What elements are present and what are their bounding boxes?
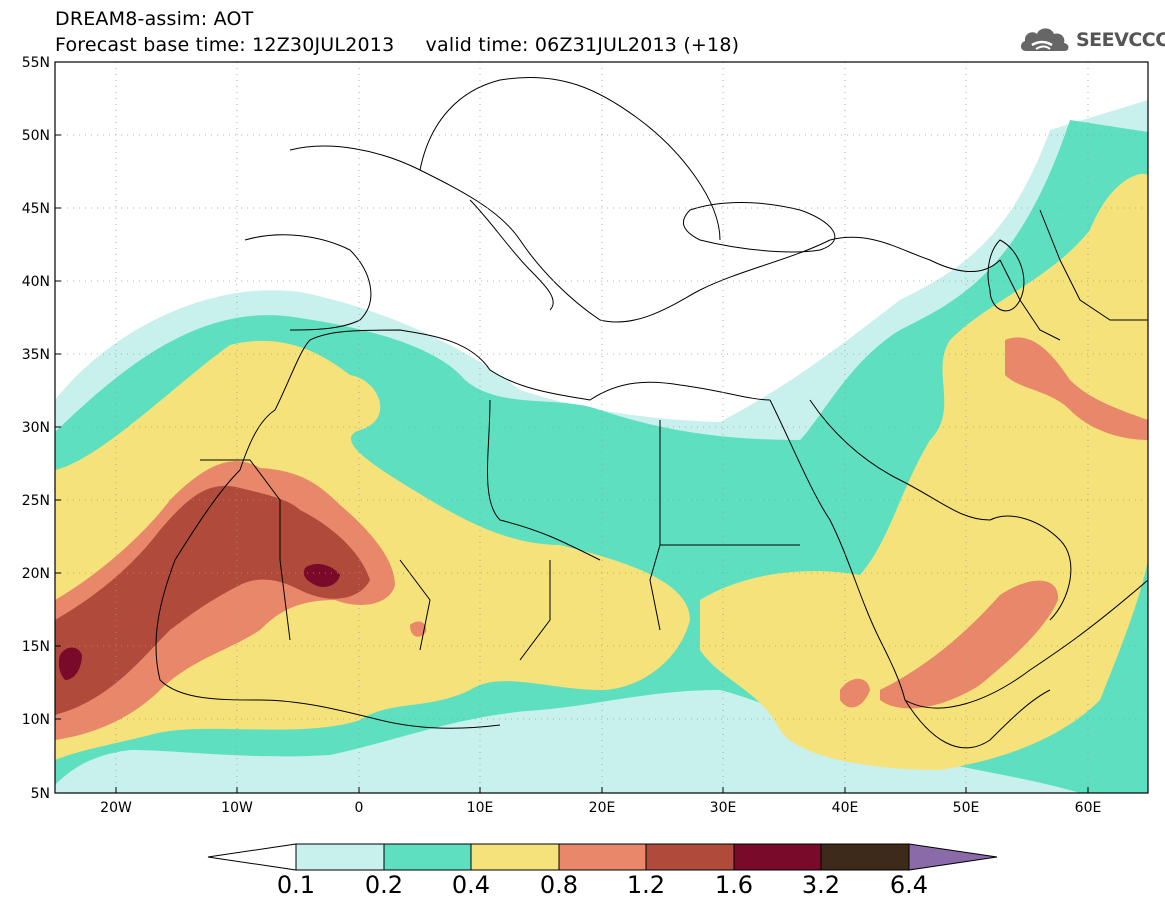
lat-label: 35N — [22, 347, 50, 363]
colorbar-label: 0.2 — [365, 871, 403, 899]
aot-shading — [55, 100, 1148, 793]
colorbar-segment — [383, 843, 472, 871]
longitude-labels: 20W 10W 0 10E 20E 30E 40E 50E 60E — [100, 800, 1101, 816]
lon-label: 0 — [355, 800, 364, 816]
lon-label: 60E — [1075, 800, 1102, 816]
colorbar-segment — [645, 843, 735, 871]
lat-label: 40N — [22, 274, 50, 290]
logo-text: SEEVCCC — [1076, 29, 1165, 51]
colorbar-segment — [470, 843, 560, 871]
colorbar: 0.1 0.2 0.4 0.8 1.2 1.6 3.2 6.4 — [207, 843, 998, 899]
colorbar-label: 1.6 — [715, 871, 753, 899]
lat-label: 15N — [22, 639, 50, 655]
cloud-logo-icon — [1020, 28, 1069, 51]
colorbar-segment — [820, 843, 910, 871]
lon-label: 50E — [953, 800, 980, 816]
graticule — [55, 62, 1148, 793]
lat-label: 20N — [22, 566, 50, 582]
colorbar-segment — [733, 843, 822, 871]
map-title: DREAM8-assim: AOT — [55, 8, 254, 30]
lat-label: 50N — [22, 128, 50, 144]
lat-label: 30N — [22, 420, 50, 436]
colorbar-label: 1.2 — [627, 871, 665, 899]
lon-label: 10E — [467, 800, 494, 816]
lon-label: 10W — [221, 800, 253, 816]
colorbar-label: 0.1 — [277, 871, 315, 899]
latitude-labels: 55N 50N 45N 40N 35N 30N 25N 20N 15N 10N … — [22, 55, 50, 802]
colorbar-label: 0.8 — [540, 871, 578, 899]
lon-label: 20W — [100, 800, 132, 816]
colorbar-segment — [295, 843, 385, 871]
forecast-time-label: Forecast base time: 12Z30JUL2013 valid t… — [55, 34, 740, 56]
colorbar-upper-arrow — [908, 843, 998, 871]
lon-label: 40E — [832, 800, 859, 816]
lat-label: 55N — [22, 55, 50, 71]
colorbar-label: 6.4 — [890, 871, 928, 899]
lat-label: 25N — [22, 493, 50, 509]
seevccc-logo: SEEVCCC — [1018, 22, 1165, 58]
colorbar-label: 0.4 — [452, 871, 490, 899]
lon-label: 20E — [589, 800, 616, 816]
colorbar-segment — [558, 843, 647, 871]
lat-label: 5N — [31, 786, 50, 802]
lon-label: 30E — [710, 800, 737, 816]
lat-label: 45N — [22, 201, 50, 217]
coastlines — [155, 76, 1148, 749]
lat-label: 10N — [22, 712, 50, 728]
colorbar-lower-arrow — [207, 843, 297, 871]
colorbar-label: 3.2 — [802, 871, 840, 899]
axis-ticks — [55, 61, 1089, 794]
map-area — [55, 62, 1148, 793]
